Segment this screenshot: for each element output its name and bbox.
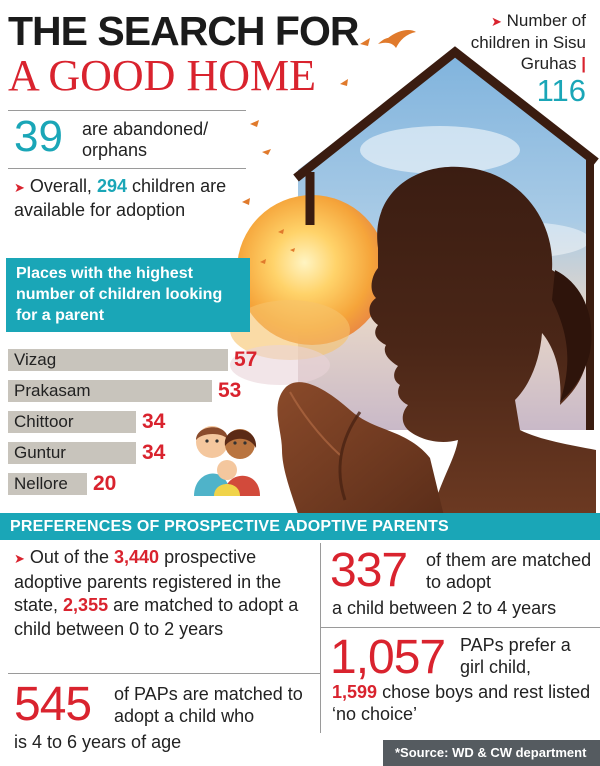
value-1599: 1,599 xyxy=(332,682,378,702)
bar-label: Nellore xyxy=(14,474,68,493)
bar-label: Guntur xyxy=(14,443,66,462)
bar-value: 20 xyxy=(93,472,117,495)
sisu-value: 116 xyxy=(536,73,586,108)
hand xyxy=(277,382,445,520)
bar-value: 57 xyxy=(234,348,258,371)
arrow-icon: ➤ xyxy=(14,551,25,566)
text-337-tail: a child between 2 to 4 years xyxy=(332,598,557,618)
bar-fill xyxy=(8,380,212,402)
page-subtitle: A GOOD HOME xyxy=(8,51,316,100)
text-545-tail: is 4 to 6 years of age xyxy=(14,732,182,752)
text-1057-tail: 1,599 chose boys and rest listed ‘no cho… xyxy=(332,681,597,725)
sisu-line3: Gruhas xyxy=(520,54,577,73)
value-545: 545 xyxy=(14,678,92,731)
abandoned-text: are abandoned/ orphans xyxy=(82,119,208,161)
bar-fill xyxy=(8,349,228,371)
text-337: of them are matched to adopt xyxy=(426,550,592,592)
girl-silhouette xyxy=(369,166,596,520)
bar-value: 53 xyxy=(218,379,242,402)
sisu-stat: ➤ Number of children in Sisu Gruhas | 11… xyxy=(471,10,586,108)
arrow-icon: ➤ xyxy=(490,14,502,29)
divider xyxy=(8,168,246,169)
sisu-line2: children in Sisu xyxy=(470,33,586,52)
overall-value: 294 xyxy=(96,176,127,196)
overall-prefix: Overall, xyxy=(29,176,92,196)
bar-fill xyxy=(8,473,87,495)
text-545: of PAPs are matched to adopt a child who xyxy=(114,684,303,726)
divider xyxy=(8,673,320,674)
overall-mid: children xyxy=(132,176,196,196)
overall-rest: are available for adoption xyxy=(14,176,227,220)
bar-fill xyxy=(8,442,136,464)
registered-text-3: are matched to adopt a child between 0 t… xyxy=(14,595,299,639)
places-heading: Places with the highest number of childr… xyxy=(6,258,250,332)
arrow-icon: ➤ xyxy=(14,180,25,195)
abandoned-line1: are abandoned/ xyxy=(82,119,209,139)
abandoned-line2: orphans xyxy=(82,140,148,160)
illustration xyxy=(194,30,599,520)
divider xyxy=(8,110,246,111)
family-icon xyxy=(194,426,260,496)
sisu-bar: | xyxy=(581,54,586,73)
abandoned-value: 39 xyxy=(14,112,63,161)
value-1057: 1,057 xyxy=(330,631,446,684)
bar-value: 34 xyxy=(142,441,166,464)
source-credit: *Source: WD & CW department xyxy=(383,740,600,766)
sisu-line1: Number of xyxy=(506,11,586,30)
bar-value: 34 xyxy=(142,410,166,433)
divider xyxy=(320,627,600,628)
bar-fill xyxy=(8,411,136,433)
registered-paps-text: ➤ Out of the 3,440 prospective adoptive … xyxy=(14,546,314,641)
value-337: 337 xyxy=(330,544,408,597)
birds xyxy=(242,30,416,264)
preferences-heading: PREFERENCES OF PROSPECTIVE ADOPTIVE PARE… xyxy=(0,513,600,540)
bar-label: Vizag xyxy=(14,350,57,369)
registered-text-1: Out of the xyxy=(29,547,109,567)
overall-stat: ➤ Overall, 294 children are available fo… xyxy=(14,175,244,222)
divider xyxy=(320,543,321,733)
registered-value: 3,440 xyxy=(114,547,160,567)
matched-0-2-value: 2,355 xyxy=(63,595,109,615)
registered-text-2: prospective adoptive parents registered … xyxy=(14,547,282,615)
bar-label: Prakasam xyxy=(14,381,91,400)
text-1057: PAPs prefer a girl child, xyxy=(460,635,571,677)
house-outline xyxy=(293,46,599,182)
text-1599: chose boys and rest listed ‘no choice’ xyxy=(332,682,591,724)
page-title: THE SEARCH FOR xyxy=(8,8,359,54)
bar-label: Chittoor xyxy=(14,412,74,431)
